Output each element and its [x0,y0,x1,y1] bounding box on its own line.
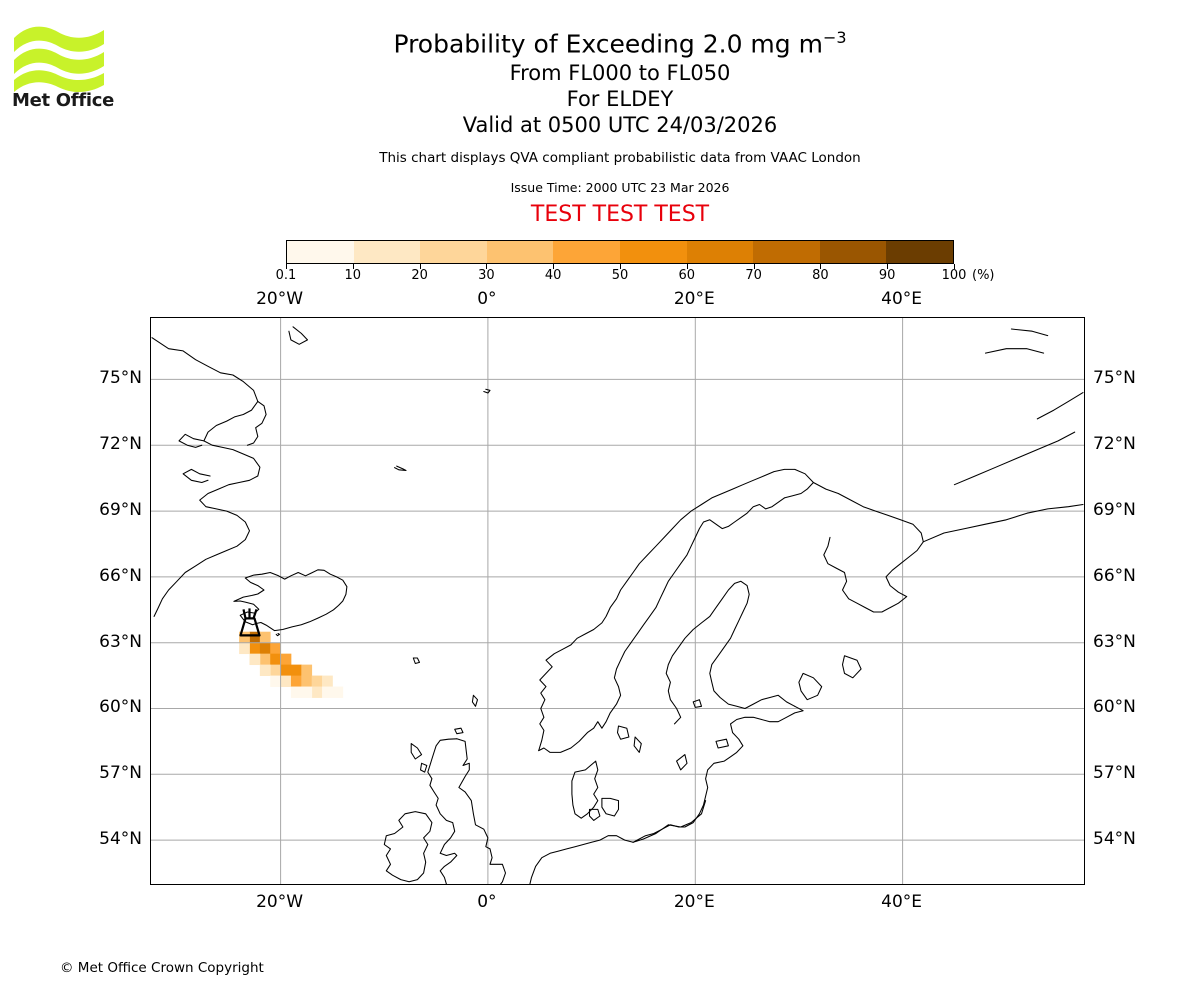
latitude-tick-label-left: 54°N [99,829,142,850]
colorbar [286,240,954,264]
colorbar-segment-2 [420,241,487,263]
page-title: Probability of Exceeding 2.0 mg m−3 [150,22,1090,60]
latitude-tick-label-right: 69°N [1093,500,1136,521]
colorbar-tick-labels: 0.1 10 20 30 40 50 60 70 80 90 100 [0,268,1200,286]
colorbar-tick-label: 50 [611,268,629,283]
colorbar-tick-label: 30 [478,268,495,283]
map-plot-area [150,317,1085,885]
qva-note: This chart displays QVA compliant probab… [379,150,861,167]
colorbar-tick [887,264,889,269]
latitude-tick-label-left: 63°N [99,631,142,652]
latitude-tick-label-right: 72°N [1093,434,1136,455]
volcano-source-marker [239,608,261,637]
latitude-tick-label-left: 75°N [99,368,142,389]
page-title-exponent: −3 [822,28,847,47]
longitude-tick-label-top: 0° [477,289,497,309]
colorbar-segment-8 [819,241,887,263]
colorbar-tick-label: 40 [544,268,562,283]
colorbar-tick-label: 10 [344,268,362,283]
page-title-text: Probability of Exceeding 2.0 mg m [393,29,823,59]
colorbar-tick [820,264,822,269]
colorbar-segment-3 [486,241,554,263]
latitude-tick-label-right: 75°N [1093,368,1136,389]
colorbar-tick-label: 0.1 [275,268,297,283]
colorbar-segment-4 [553,241,620,263]
colorbar-gradient [286,240,954,264]
colorbar-tick [286,264,287,269]
colorbar-tick [620,264,621,269]
colorbar-tick-label: 80 [812,268,829,283]
colorbar-tick-label: 20 [411,268,428,283]
issue-time: Issue Time: 2000 UTC 23 Mar 2026 [510,180,730,196]
met-office-logo-text: Met Office [12,90,115,111]
colorbar-unit-label: (%) [972,268,995,283]
test-banner: TEST TEST TEST [530,202,710,228]
colorbar-segment-1 [353,241,421,263]
title-block: Probability of Exceeding 2.0 mg m−3 From… [150,22,1090,228]
colorbar-tick [686,264,688,269]
valid-time-subtitle: Valid at 0500 UTC 24/03/2026 [462,113,778,138]
colorbar-tick-label: 100 [941,268,967,283]
longitude-tick-label-bottom: 20°E [673,892,715,912]
colorbar-tick [553,264,555,269]
colorbar-tick [486,264,488,269]
longitude-tick-label-bottom: 40°E [881,892,923,912]
colorbar-tick-label: 70 [745,268,762,283]
colorbar-tick-label: 90 [878,268,896,283]
longitude-tick-label-bottom: 20°W [256,892,304,912]
latitude-tick-label-left: 72°N [99,434,142,455]
longitude-tick-label-bottom: 0° [477,892,497,912]
latitude-tick-label-right: 54°N [1093,829,1136,850]
colorbar-tick-label: 60 [678,268,696,283]
colorbar-tick [954,264,955,269]
latitude-tick-label-left: 69°N [99,500,142,521]
colorbar-segment-5 [619,241,687,263]
coastlines [151,326,1084,884]
longitude-tick-label-top: 20°W [256,289,304,309]
flight-level-subtitle: From FL000 to FL050 [509,61,731,86]
latitude-tick-label-right: 57°N [1093,763,1136,784]
map-gridlines [151,318,1084,884]
latitude-tick-label-left: 60°N [99,697,142,718]
latitude-tick-label-right: 66°N [1093,565,1136,586]
latitude-tick-label-left: 57°N [99,763,142,784]
latitude-tick-label-left: 66°N [99,565,142,586]
longitude-tick-label-top: 40°E [881,289,923,309]
latitude-tick-label-right: 63°N [1093,631,1136,652]
ash-probability-layer [239,631,344,698]
colorbar-segment-0 [287,241,354,263]
colorbar-segment-6 [686,241,754,263]
longitude-tick-label-top: 20°E [673,289,715,309]
colorbar-segment-7 [753,241,820,263]
colorbar-tick [352,264,354,269]
colorbar-tick [753,264,755,269]
latitude-tick-label-right: 60°N [1093,697,1136,718]
colorbar-segment-9 [886,241,953,263]
copyright-text: © Met Office Crown Copyright [60,960,264,976]
colorbar-ticks [286,264,955,272]
volcano-subtitle: For ELDEY [566,87,674,112]
colorbar-tick [419,264,421,269]
met-office-logo [12,22,122,112]
